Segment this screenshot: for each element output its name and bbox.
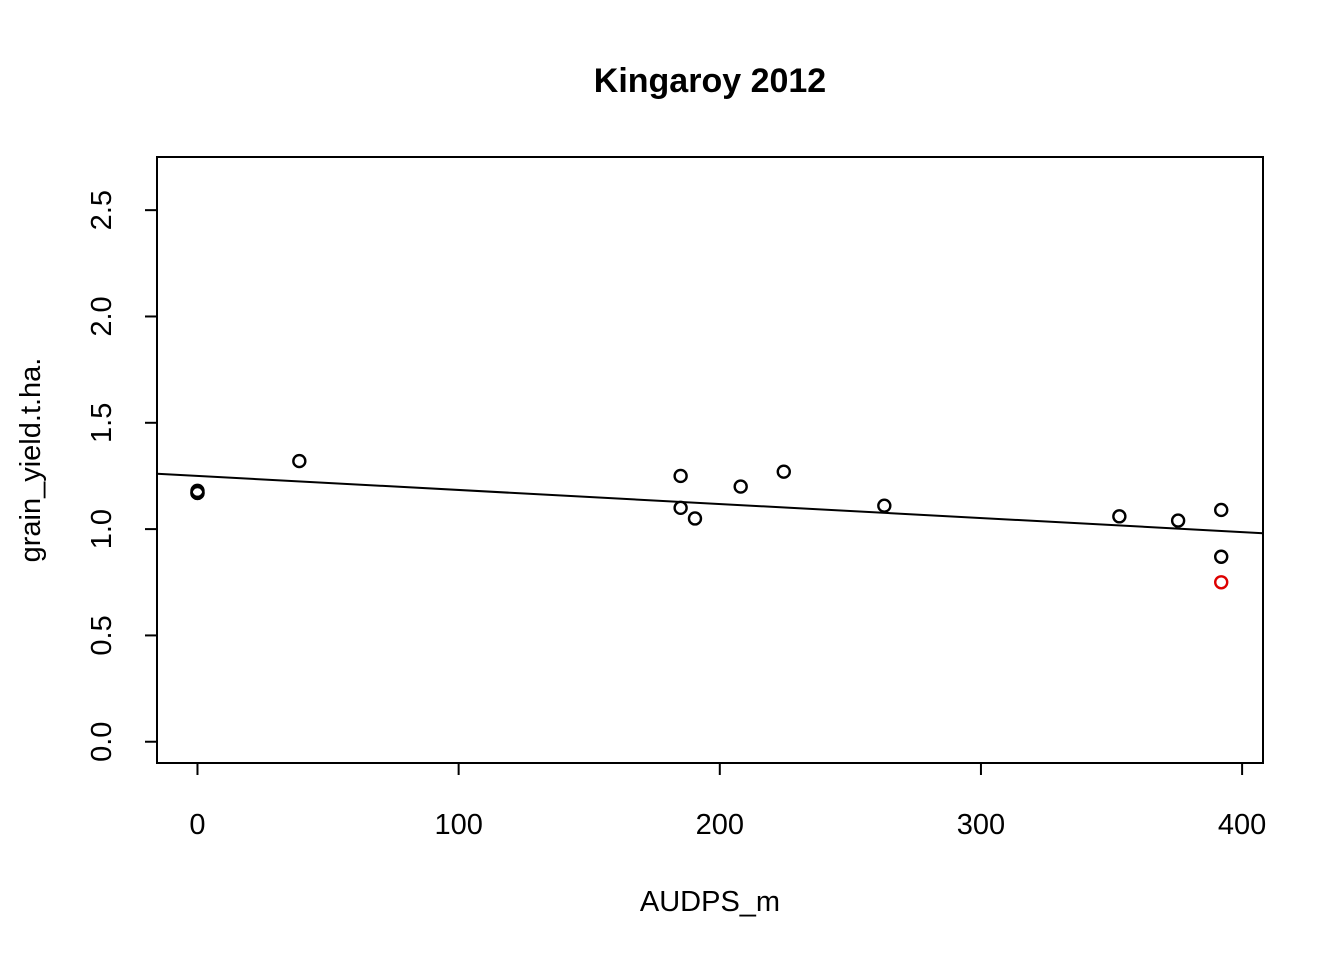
data-point (776, 464, 791, 479)
chart-title: Kingaroy 2012 (594, 62, 826, 100)
y-tick-label: 2.5 (86, 190, 118, 230)
data-points (190, 453, 1229, 590)
regression-line-group (156, 472, 1264, 535)
data-point (1214, 549, 1229, 564)
data-point (292, 453, 307, 469)
data-point (1214, 502, 1229, 518)
data-point (1112, 509, 1127, 524)
data-point (687, 511, 703, 526)
highlighted-data-point (1214, 575, 1229, 590)
x-axis: 0 100 200 300 400 (189, 762, 1266, 841)
y-axis: 0.0 0.5 1.0 1.5 2.0 2.5 (86, 190, 158, 762)
y-tick-label: 0.0 (86, 722, 118, 762)
data-point (673, 468, 688, 484)
x-tick-label: 200 (696, 809, 744, 841)
y-axis-label: grain_yield.t.ha. (15, 358, 47, 563)
x-tick-label: 300 (957, 809, 1005, 841)
y-tick-label: 0.5 (86, 615, 118, 655)
x-tick-label: 400 (1218, 809, 1266, 841)
data-point (733, 479, 748, 494)
data-point (1170, 513, 1186, 528)
data-point (190, 485, 205, 501)
plot-frame (156, 156, 1264, 764)
y-tick-label: 1.0 (86, 509, 118, 549)
x-tick-label: 100 (434, 809, 482, 841)
y-tick-label: 1.5 (86, 403, 118, 443)
x-axis-label: AUDPS_m (640, 886, 780, 918)
regression-line (156, 472, 1264, 535)
data-point (673, 500, 688, 516)
data-point (877, 498, 892, 513)
y-tick-label: 2.0 (86, 296, 118, 336)
x-tick-label: 0 (189, 809, 205, 841)
